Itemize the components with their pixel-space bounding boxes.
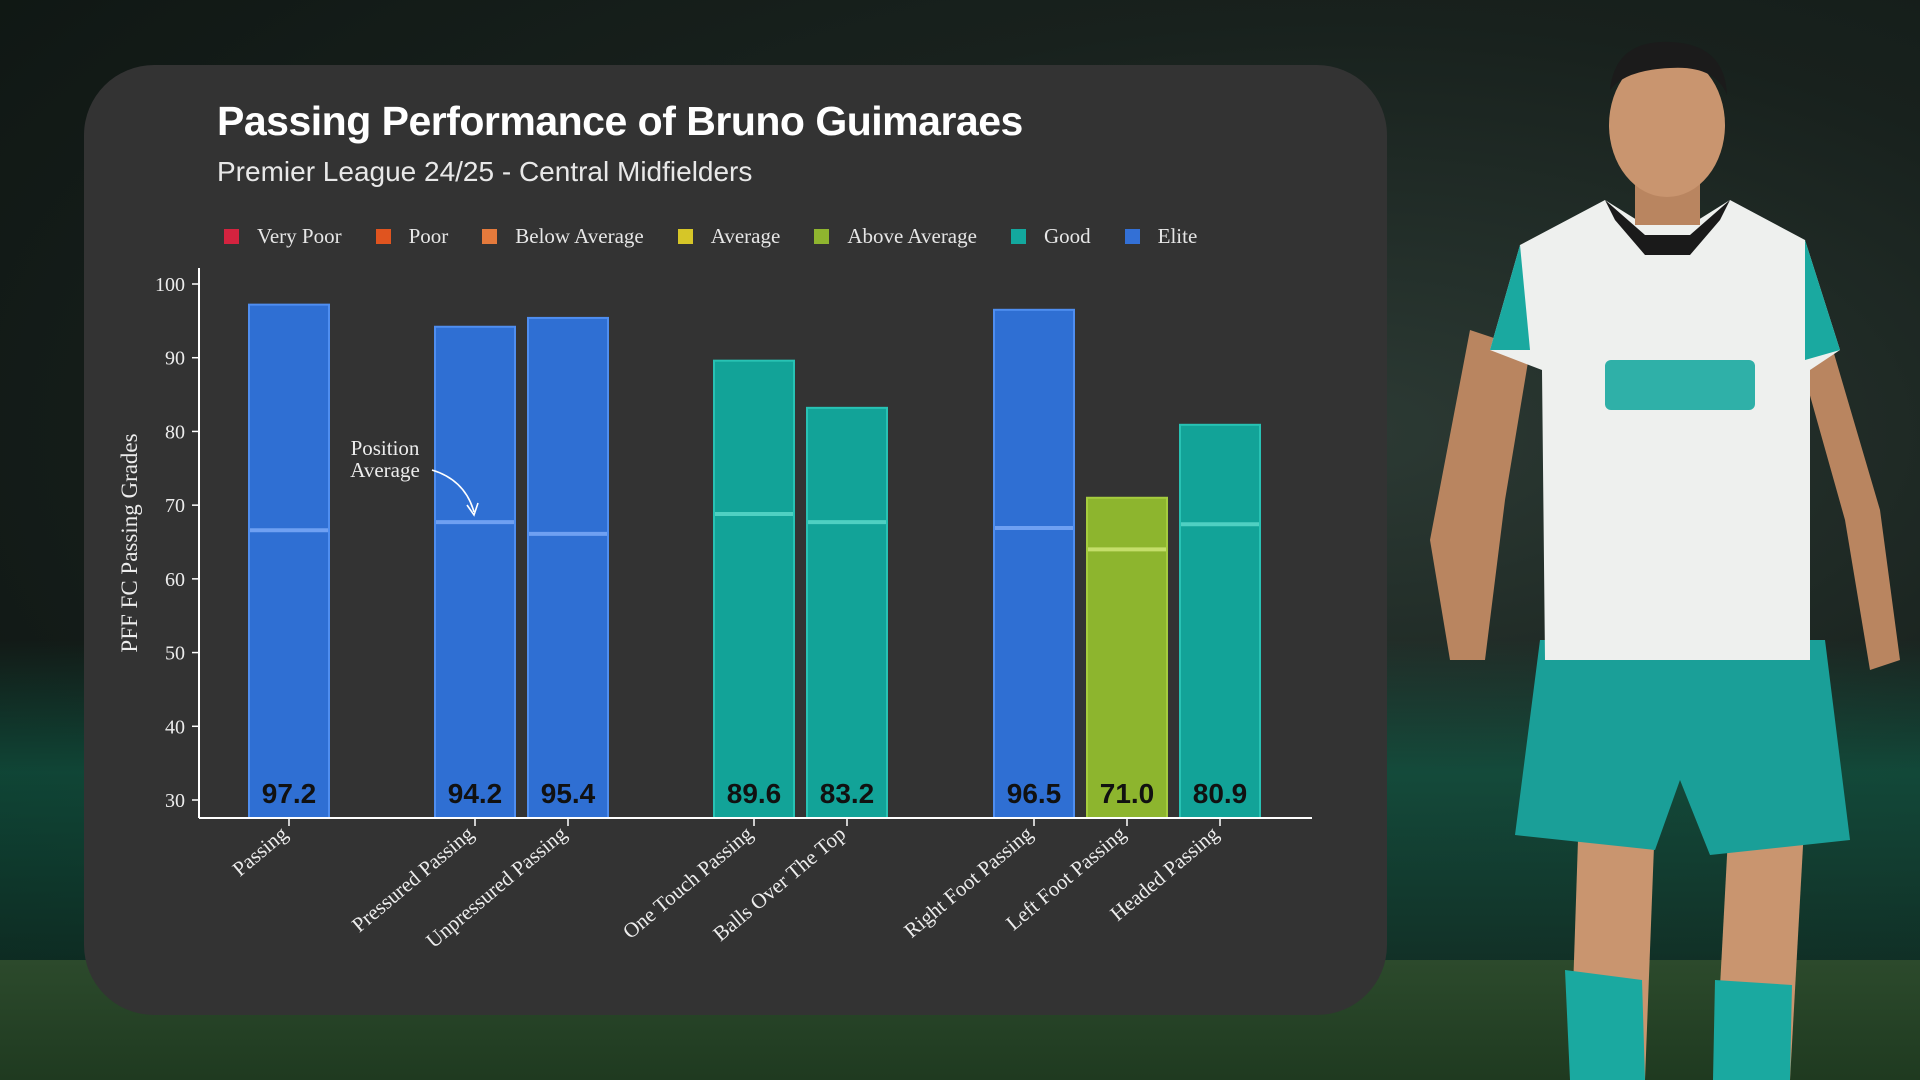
y-tick-label: 100 bbox=[155, 274, 185, 296]
annotation-arrow bbox=[431, 469, 475, 513]
bars-layer: 97.2 94.2 95.4 89.6 83.2 96.5 71.0 80.9 bbox=[248, 303, 1261, 819]
legend-item-poor: Poor bbox=[375, 224, 449, 249]
legend: Very Poor Poor Below Average Average Abo… bbox=[224, 224, 1231, 249]
bar-value-label: 97.2 bbox=[262, 778, 317, 809]
bar-8 bbox=[1179, 423, 1261, 819]
y-tick-label: 60 bbox=[165, 569, 185, 591]
position-average-annotation: Position Average bbox=[350, 436, 479, 517]
y-axis-title: PFF FC Passing Grades bbox=[117, 433, 142, 652]
bar-2 bbox=[434, 325, 516, 819]
legend-item-very-poor: Very Poor bbox=[224, 224, 342, 249]
bar-1 bbox=[248, 303, 330, 819]
bar-3 bbox=[527, 316, 609, 819]
legend-swatch bbox=[814, 229, 830, 244]
y-tick-label: 80 bbox=[165, 421, 185, 443]
legend-label: Very Poor bbox=[257, 224, 342, 248]
legend-item-elite: Elite bbox=[1124, 224, 1198, 249]
bar-value-label: 80.9 bbox=[1193, 778, 1248, 809]
annotation-line1: Position bbox=[351, 436, 420, 460]
bar-value-label: 71.0 bbox=[1100, 778, 1155, 809]
bar-7 bbox=[1086, 496, 1168, 819]
bar-value-label: 95.4 bbox=[541, 778, 596, 809]
bar-value-label: 83.2 bbox=[820, 778, 875, 809]
bar-5 bbox=[806, 406, 888, 819]
y-tick-label: 50 bbox=[165, 643, 185, 665]
legend-swatch bbox=[1010, 229, 1026, 244]
bar-value-label: 89.6 bbox=[727, 778, 782, 809]
y-tick-label: 40 bbox=[165, 716, 185, 738]
legend-item-below-average: Below Average bbox=[482, 224, 644, 249]
bar-value-label: 94.2 bbox=[448, 778, 503, 809]
legend-label: Average bbox=[710, 224, 781, 248]
legend-label: Elite bbox=[1157, 224, 1198, 248]
legend-swatch bbox=[677, 229, 693, 244]
y-tick-label: 90 bbox=[165, 348, 185, 370]
legend-label: Good bbox=[1043, 224, 1091, 248]
bar-4 bbox=[713, 359, 795, 819]
legend-swatch bbox=[224, 229, 239, 244]
legend-label: Below Average bbox=[515, 224, 644, 248]
player-photo bbox=[1430, 41, 1900, 1080]
legend-item-good: Good bbox=[1010, 224, 1091, 249]
x-tick-label: Passing bbox=[228, 821, 293, 881]
y-tick-label: 70 bbox=[165, 495, 185, 517]
legend-label: Poor bbox=[408, 224, 449, 248]
chart-subtitle: Premier League 24/25 - Central Midfielde… bbox=[217, 156, 753, 187]
annotation-arrowhead bbox=[466, 502, 479, 517]
annotation-line2: Average bbox=[350, 458, 420, 482]
legend-swatch bbox=[482, 229, 498, 244]
legend-swatch bbox=[1124, 229, 1140, 244]
legend-item-average: Average bbox=[677, 224, 781, 249]
legend-label: Above Average bbox=[847, 224, 977, 248]
y-tick-label: 30 bbox=[165, 790, 185, 812]
bar-value-label: 96.5 bbox=[1007, 778, 1062, 809]
legend-item-above-average: Above Average bbox=[814, 224, 977, 249]
bar-6 bbox=[993, 308, 1075, 819]
chart-title: Passing Performance of Bruno Guimaraes bbox=[217, 98, 1023, 144]
legend-swatch bbox=[375, 229, 391, 244]
